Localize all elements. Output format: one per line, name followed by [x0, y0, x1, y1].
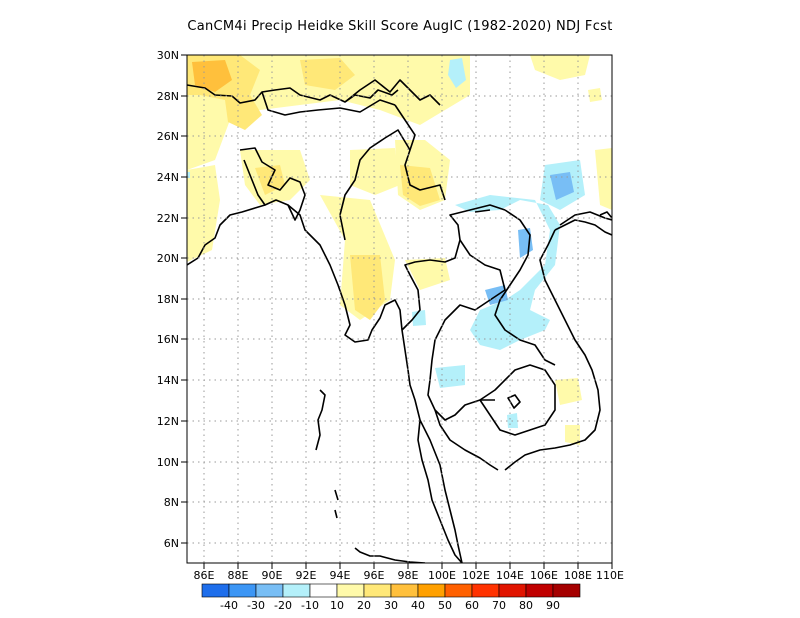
- colorbar-label: 40: [411, 599, 425, 612]
- longitude-labels: 86E 88E 90E 92E 94E 96E 98E 100E 102E 10…: [194, 569, 624, 582]
- lon-label: 98E: [398, 569, 419, 582]
- laos-border: [494, 209, 556, 366]
- colorbar-swatch: [444, 583, 473, 598]
- china-coast: [474, 209, 612, 226]
- colorbar-label: 60: [465, 599, 479, 612]
- lon-label: 100E: [428, 569, 456, 582]
- tick-marks: [181, 54, 613, 569]
- thailand-interior: [427, 239, 506, 421]
- colorbar-label: 90: [546, 599, 560, 612]
- hainan: [599, 211, 612, 219]
- lat-label: 14N: [157, 374, 179, 387]
- gulf-of-thailand: [434, 409, 499, 471]
- colorbar-label: -10: [301, 599, 319, 612]
- lat-label: 28N: [157, 90, 179, 103]
- colorbar-swatches: [201, 583, 581, 598]
- colorbar-label: 70: [492, 599, 506, 612]
- lon-label: 96E: [364, 569, 385, 582]
- colorbar-swatch: [228, 583, 257, 598]
- colorbar-label: -30: [247, 599, 265, 612]
- map-title: CanCM4i Precip Heidke Skill Score AugIC …: [187, 19, 613, 34]
- colorbar-labels: -40 -30 -20 -10 10 20 30 40 50 60 70 80 …: [220, 599, 560, 612]
- colorbar-swatch: [201, 583, 230, 598]
- colorbar-label: 50: [438, 599, 452, 612]
- colorbar-label: -40: [220, 599, 238, 612]
- lon-label: 106E: [530, 569, 558, 582]
- colorbar-swatch: [552, 583, 581, 598]
- colorbar-swatch: [417, 583, 446, 598]
- nicobar-islands: [334, 489, 339, 519]
- vietnam-coast: [504, 219, 612, 471]
- colorbar-swatch: [255, 583, 284, 598]
- lat-label: 24N: [157, 171, 179, 184]
- colorbar-swatch: [363, 583, 392, 598]
- colorbar-swatch: [471, 583, 500, 598]
- colorbar-swatch: [498, 583, 527, 598]
- himalaya-border: [187, 79, 441, 106]
- lon-label: 92E: [296, 569, 317, 582]
- lat-label: 26N: [157, 130, 179, 143]
- colorbar-swatch: [390, 583, 419, 598]
- colorbar-swatch: [309, 583, 338, 598]
- nepal-bhutan-border: [261, 91, 396, 116]
- colorbar-swatch: [525, 583, 554, 598]
- lat-label: 20N: [157, 252, 179, 265]
- lon-label: 88E: [228, 569, 249, 582]
- lat-label: 22N: [157, 212, 179, 225]
- colorbar-swatch: [282, 583, 311, 598]
- colorbar-label: -20: [274, 599, 292, 612]
- northeast-india: [394, 104, 446, 201]
- latitude-labels: 30N 28N 26N 24N 22N 20N 18N 16N 14N 12N …: [157, 49, 179, 550]
- lat-label: 30N: [157, 49, 179, 62]
- lat-label: 16N: [157, 333, 179, 346]
- lon-label: 94E: [330, 569, 351, 582]
- myanmar-thailand-border: [401, 204, 506, 331]
- lon-label: 110E: [596, 569, 624, 582]
- lat-label: 12N: [157, 415, 179, 428]
- lat-label: 18N: [157, 293, 179, 306]
- lat-label: 6N: [164, 537, 179, 550]
- malay-peninsula: [417, 419, 463, 563]
- lon-label: 90E: [262, 569, 283, 582]
- colorbar-label: 30: [384, 599, 398, 612]
- gridlines: [187, 55, 612, 563]
- india-east-coast: [187, 204, 266, 266]
- colorbar-label: 10: [330, 599, 344, 612]
- bangladesh-border: [239, 147, 306, 221]
- lat-label: 8N: [164, 496, 179, 509]
- tonle-sap: [507, 394, 521, 409]
- colorbar-swatch: [336, 583, 365, 598]
- lon-label: 108E: [564, 569, 592, 582]
- lon-label: 86E: [194, 569, 215, 582]
- lon-label: 102E: [462, 569, 490, 582]
- colorbar-label: 20: [357, 599, 371, 612]
- skill-field: [187, 55, 612, 445]
- bottom-coast: [354, 547, 426, 563]
- colorbar-label: 80: [519, 599, 533, 612]
- lon-label: 104E: [496, 569, 524, 582]
- coastlines-and-borders: [187, 79, 612, 563]
- andaman-islands: [315, 389, 326, 451]
- map-frame: [186, 54, 613, 564]
- myanmar-china-border: [339, 129, 411, 241]
- colorbar: -40 -30 -20 -10 10 20 30 40 50 60 70 80 …: [201, 583, 581, 612]
- lat-label: 10N: [157, 456, 179, 469]
- cambodia-border: [479, 364, 556, 436]
